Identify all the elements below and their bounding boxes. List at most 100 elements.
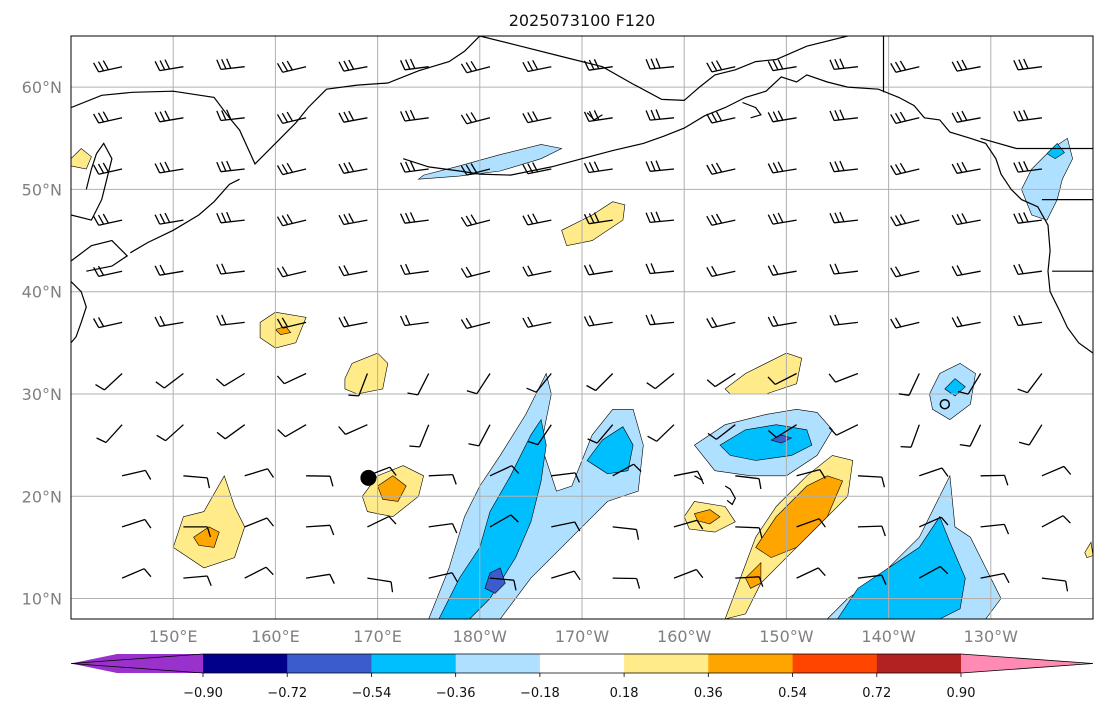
wind-barb (400, 212, 429, 224)
wind-barb-feather (819, 469, 826, 479)
wind-barb (156, 424, 184, 442)
wind-barb-feather (890, 216, 897, 227)
wind-barb (612, 526, 640, 540)
wind-barb-feather (1018, 161, 1024, 172)
wind-barb (890, 214, 920, 227)
wind-barb-staff (343, 321, 368, 328)
wind-barb-staff (650, 270, 675, 275)
wind-barb (829, 211, 858, 224)
map-frame (70, 35, 1094, 620)
wind-barb-staff (404, 321, 429, 327)
wind-barb (583, 161, 613, 174)
wind-barb-feather (348, 59, 355, 70)
wind-barb-staff (284, 372, 307, 385)
wind-barb-feather (97, 214, 105, 225)
wind-barb-feather (452, 474, 457, 485)
wind-barb-staff (537, 424, 552, 445)
wind-barb (583, 264, 613, 276)
wind-barb-feather (1023, 58, 1029, 69)
wind-barb-staff (159, 117, 184, 123)
wind-barb (767, 59, 797, 72)
wind-barb (796, 567, 826, 579)
wind-barb-feather (522, 61, 529, 72)
wind-barb (216, 58, 245, 71)
wind-barb-feather (951, 266, 958, 276)
wind-barb-staff (306, 524, 331, 528)
wind-barb-feather (777, 161, 784, 172)
wind-barb (612, 463, 642, 477)
wind-barb-feather (715, 162, 723, 173)
wind-barb (338, 424, 368, 435)
wind-barb (96, 424, 123, 444)
wind-barb-feather (276, 114, 284, 124)
wind-barb (244, 517, 275, 528)
wind-barb-feather (97, 265, 105, 276)
lon-tick-label: 170°W (555, 627, 610, 646)
wind-barb (645, 211, 675, 224)
wind-barb-feather (588, 264, 595, 275)
wind-barb-staff (895, 219, 920, 227)
wind-barb-staff (857, 574, 882, 579)
wind-barb-feather (338, 266, 345, 276)
wind-barb-staff (551, 570, 575, 579)
wind-barb (183, 475, 211, 489)
wind-barb-feather (711, 61, 718, 72)
wind-barb (829, 314, 858, 326)
wind-barb-staff (282, 321, 307, 329)
wind-barb-feather (1018, 315, 1024, 326)
wind-barb-feather (527, 214, 534, 225)
wind-barb-staff (98, 168, 123, 175)
wind-barb-feather (1023, 161, 1029, 172)
wind-barb-staff (588, 270, 613, 276)
wind-barb (338, 110, 368, 123)
wind-barb-staff (466, 321, 491, 330)
wind-barb-feather (834, 212, 840, 223)
wind-barb-staff (466, 219, 491, 227)
wind-barb-feather (956, 111, 963, 122)
wind-barb-staff (895, 117, 920, 125)
wind-barb-staff (772, 219, 797, 225)
wind-barb-staff (834, 66, 858, 71)
wind-barb (646, 372, 675, 390)
wind-barb-feather (829, 110, 835, 121)
wind-barb-feather (164, 212, 171, 223)
wind-barb (980, 572, 1010, 584)
anomaly-contour-pos2 (193, 526, 220, 548)
wind-barb (890, 317, 920, 329)
wind-barb-feather (102, 162, 109, 173)
wind-barb (645, 263, 675, 275)
wind-barb-staff (735, 576, 760, 579)
wind-barb-feather (470, 112, 478, 122)
wind-barb-staff (834, 117, 858, 122)
wind-barb (735, 475, 762, 490)
wind-barb-feather (338, 426, 346, 435)
wind-barb-staff (834, 270, 858, 275)
colorbar-tick-label: −0.72 (267, 686, 307, 701)
wind-barb-feather (281, 317, 289, 328)
wind-barb-feather (588, 213, 595, 224)
lon-tick-label: 150°E (149, 627, 198, 646)
wind-barb (857, 525, 886, 537)
wind-barb-staff (98, 117, 123, 124)
wind-barb-feather (758, 478, 762, 490)
wind-barb-staff (1018, 219, 1042, 224)
lat-tick-label: 40°N (22, 283, 62, 302)
map-title: 2025073100 F120 (509, 11, 656, 30)
wind-barb (277, 424, 307, 438)
wind-barb-feather (650, 58, 656, 69)
wind-barb-feather (839, 58, 845, 69)
wind-barb (1013, 263, 1042, 276)
wind-barb (154, 264, 184, 276)
wind-barb (306, 475, 334, 487)
colorbar-tick-label: −0.18 (520, 686, 560, 701)
wind-barb-feather (828, 373, 837, 383)
wind-barb-feather (951, 61, 958, 72)
wind-barb (900, 424, 920, 448)
wind-barb-staff (967, 373, 982, 395)
wind-barb (93, 162, 123, 175)
wind-barb-feather (405, 110, 411, 121)
wind-barb-staff (535, 373, 552, 393)
wind-barb-feather (281, 112, 289, 123)
wind-barb-staff (527, 168, 552, 175)
wind-barb-feather (93, 215, 100, 226)
